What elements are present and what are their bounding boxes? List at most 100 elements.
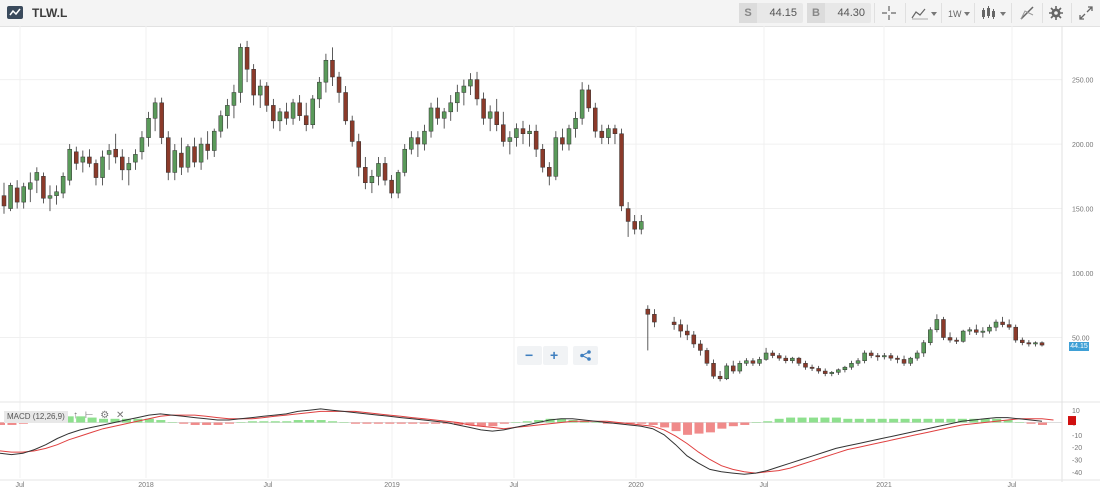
fullscreen-button[interactable] xyxy=(1071,3,1100,23)
candle-body xyxy=(1013,326,1018,341)
candle-body xyxy=(494,111,499,125)
chevron-down-icon xyxy=(964,12,970,16)
time-tick-label: 2021 xyxy=(876,482,892,489)
macd-histogram-bar xyxy=(797,417,807,423)
candle-body xyxy=(684,330,690,336)
candle-body xyxy=(441,111,447,119)
candle-body xyxy=(284,111,289,119)
macd-histogram-bar xyxy=(293,420,303,423)
macd-histogram-bar xyxy=(545,418,555,423)
candle-body xyxy=(67,148,72,181)
candle-body xyxy=(783,357,789,361)
macd-histogram-bar xyxy=(305,420,315,423)
zoom-out-button[interactable]: − xyxy=(517,346,542,365)
candle-body xyxy=(409,137,414,150)
macd-histogram-bar xyxy=(992,418,1002,423)
crosshair-button[interactable] xyxy=(874,3,905,23)
candle-body xyxy=(356,141,362,168)
sell-quote[interactable]: S 44.15 xyxy=(739,3,803,23)
candle-body xyxy=(1006,324,1012,328)
candle-body xyxy=(566,128,572,145)
candle-body xyxy=(14,187,20,203)
macd-histogram-bar xyxy=(923,418,933,423)
buy-quote[interactable]: B 44.30 xyxy=(807,3,871,23)
macd-histogram-bar xyxy=(534,420,544,423)
candle-body xyxy=(711,363,716,377)
settings-icon xyxy=(1049,6,1063,20)
macd-histogram-bar xyxy=(339,422,349,423)
candle-body xyxy=(520,128,526,135)
macd-histogram-bar xyxy=(442,422,452,424)
macd-axis: 100-10-20-30-40 xyxy=(1068,408,1082,477)
draw-tools-button[interactable] xyxy=(1011,3,1042,23)
macd-histogram-bar xyxy=(7,422,17,425)
macd-histogram-bar xyxy=(133,418,143,423)
time-tick-label: Jul xyxy=(510,482,519,489)
time-tick-label: 2020 xyxy=(628,482,644,489)
settings-button[interactable] xyxy=(1042,3,1071,23)
candle-body xyxy=(507,137,513,142)
candle-body xyxy=(363,167,368,184)
candle-body xyxy=(941,319,946,338)
candle-body xyxy=(987,326,992,332)
macd-tick-label: -30 xyxy=(1072,458,1082,465)
macd-histogram-bar xyxy=(763,421,773,423)
time-tick-label: Jul xyxy=(264,482,273,489)
candle-body xyxy=(238,47,243,93)
time-tick-label: 2018 xyxy=(138,482,154,489)
macd-histogram-bar xyxy=(728,422,738,427)
candle-body xyxy=(152,102,158,119)
candle-body xyxy=(993,321,999,328)
candle-body xyxy=(855,360,861,364)
compare-button[interactable] xyxy=(905,3,941,23)
candle-body xyxy=(1020,339,1025,343)
zoom-in-button[interactable]: + xyxy=(543,346,568,365)
time-tick-label: Jul xyxy=(1008,482,1017,489)
macd-histogram-bar xyxy=(179,422,189,424)
macd-histogram-bar xyxy=(431,422,441,424)
candle-body xyxy=(875,355,881,358)
time-tick-label: Jul xyxy=(760,482,769,489)
candle-body xyxy=(908,357,913,364)
macd-histogram-bar xyxy=(900,418,910,423)
candle-body xyxy=(921,342,926,354)
macd-histogram-bar xyxy=(316,420,326,423)
candle-body xyxy=(422,130,427,145)
candle-body xyxy=(763,352,769,360)
candle-body xyxy=(639,221,644,230)
candle-body xyxy=(645,308,651,315)
candle-body xyxy=(619,133,624,207)
candle-body xyxy=(389,179,394,194)
candle-body xyxy=(159,102,164,138)
candle-body xyxy=(1039,342,1045,346)
candle-body xyxy=(1026,342,1032,345)
candle-body xyxy=(901,359,907,364)
settings-icon[interactable]: ⚙ xyxy=(100,410,110,421)
macd-histogram-bar xyxy=(877,418,887,423)
candle-body xyxy=(277,111,283,122)
macd-histogram-bar xyxy=(831,417,841,423)
candle-body xyxy=(842,366,848,371)
macd-histogram-bar xyxy=(694,422,704,434)
macd-histogram-bar xyxy=(488,422,498,427)
close-icon[interactable]: ✕ xyxy=(116,410,125,421)
share-button[interactable] xyxy=(573,346,598,365)
interval-button[interactable]: 1W xyxy=(941,3,974,23)
candle-body xyxy=(487,111,493,119)
macd-histogram-bar xyxy=(683,422,693,435)
candle-body xyxy=(698,343,703,351)
chart-type-button[interactable] xyxy=(974,3,1011,23)
candle-body xyxy=(257,85,263,96)
macd-histogram-bar xyxy=(64,416,74,423)
minimize-icon[interactable]: ⊢ xyxy=(84,410,94,421)
move-up-icon[interactable]: ↑ xyxy=(73,410,78,421)
macd-histogram-bar xyxy=(1015,422,1025,423)
candle-body xyxy=(868,352,874,356)
candle-body xyxy=(336,76,342,93)
zoom-out-label: − xyxy=(525,347,534,363)
candle-body xyxy=(323,59,329,83)
candle-body xyxy=(560,137,565,145)
candle-body xyxy=(717,375,723,380)
buy-price: 44.30 xyxy=(837,7,865,19)
